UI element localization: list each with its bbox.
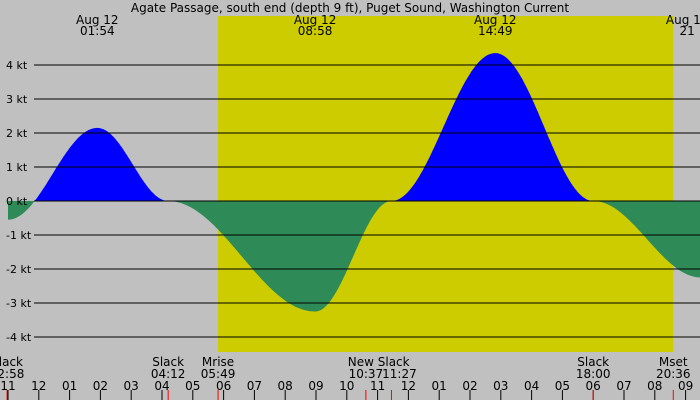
hour-tick-label: 12 xyxy=(401,379,416,393)
y-tick-label: 0 kt xyxy=(6,195,28,208)
peak-time-label: 08:58 xyxy=(298,24,333,38)
event-time-label: 22:58 xyxy=(0,367,24,381)
hour-tick-label: 05 xyxy=(555,379,570,393)
hour-tick-label: 09 xyxy=(678,379,693,393)
y-tick-label: -2 kt xyxy=(6,263,32,276)
event-time-label: 11:27 xyxy=(382,367,417,381)
hour-tick-label: 08 xyxy=(278,379,293,393)
peak-date-label: Aug 12 xyxy=(294,13,337,27)
hour-tick-label: 01 xyxy=(62,379,77,393)
event-time-label: 18:00 xyxy=(576,367,611,381)
hour-tick-label: 08 xyxy=(647,379,662,393)
hour-tick-label: 04 xyxy=(524,379,539,393)
y-tick-label: -3 kt xyxy=(6,297,32,310)
y-tick-label: -4 kt xyxy=(6,331,32,344)
y-tick-label: 4 kt xyxy=(6,59,28,72)
peak-time-label: 01:54 xyxy=(80,24,115,38)
event-label: Slack xyxy=(577,355,609,369)
event-label: Slack xyxy=(152,355,184,369)
gridline-layer xyxy=(6,64,700,400)
flood-current-area xyxy=(8,53,700,201)
hour-tick-label: 06 xyxy=(216,379,231,393)
label-layer: 4 kt 3 kt 2 kt 1 kt 0 kt -1 kt -2 kt -3 kt -4 kt… xyxy=(0,13,700,393)
hour-tick-label: 02 xyxy=(462,379,477,393)
event-time-label: 10:37 xyxy=(349,367,384,381)
hour-tick-label: 02 xyxy=(93,379,108,393)
hour-tick-label: 01 xyxy=(432,379,447,393)
y-tick-label: 2 kt xyxy=(6,127,28,140)
event-label: Slack xyxy=(0,355,23,369)
peak-date-label: Aug 12 xyxy=(474,13,517,27)
event-time-label: 04:12 xyxy=(151,367,186,381)
hour-tick-label: 07 xyxy=(616,379,631,393)
hour-tick-label: 10 xyxy=(339,379,354,393)
y-tick-label: 1 kt xyxy=(6,161,28,174)
event-time-label: 20:36 xyxy=(656,367,691,381)
new-moon-label: New Slack xyxy=(348,355,410,369)
hour-tick-label: 07 xyxy=(247,379,262,393)
hour-tick-label: 09 xyxy=(308,379,323,393)
ebb-current-area xyxy=(8,201,700,312)
chart-title: Agate Passage, south end (depth 9 ft), P… xyxy=(131,1,570,15)
peak-date-label: Aug 12 xyxy=(666,13,700,27)
peak-time-label: 14:49 xyxy=(478,24,513,38)
peak-time-label: 21 xyxy=(679,24,694,38)
event-time-label: 05:49 xyxy=(201,367,236,381)
hour-tick-label: 04 xyxy=(154,379,169,393)
event-label: Mset xyxy=(659,355,688,369)
current-area-layer xyxy=(8,53,700,312)
event-label: Mrise xyxy=(202,355,234,369)
peak-date-label: Aug 12 xyxy=(76,13,119,27)
hour-tick-label: 03 xyxy=(493,379,508,393)
hour-tick-label: 11 xyxy=(0,379,15,393)
hour-tick-label: 11 xyxy=(370,379,385,393)
hour-tick-label: 06 xyxy=(586,379,601,393)
hour-tick-label: 12 xyxy=(31,379,46,393)
hour-tick-label: 03 xyxy=(124,379,139,393)
hour-tick-label: 05 xyxy=(185,379,200,393)
y-tick-label: -1 kt xyxy=(6,229,32,242)
y-tick-label: 3 kt xyxy=(6,93,28,106)
